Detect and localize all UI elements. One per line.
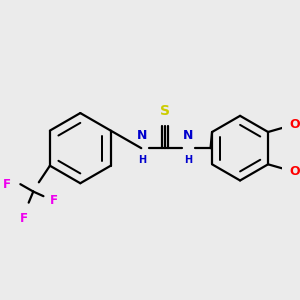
Text: F: F xyxy=(3,178,11,191)
Text: H: H xyxy=(138,154,146,165)
Text: F: F xyxy=(20,212,28,225)
Text: F: F xyxy=(50,194,58,207)
Text: H: H xyxy=(184,154,192,165)
Text: N: N xyxy=(137,129,147,142)
Text: O: O xyxy=(290,118,300,131)
Text: N: N xyxy=(183,129,194,142)
Text: S: S xyxy=(160,104,170,118)
Text: O: O xyxy=(290,165,300,178)
